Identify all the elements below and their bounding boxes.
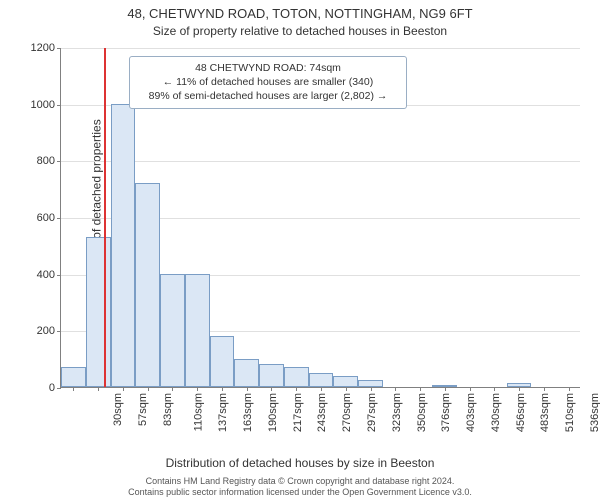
histogram-bar (160, 274, 185, 387)
footer-line-1: Contains HM Land Registry data © Crown c… (0, 476, 600, 487)
x-tick-label: 163sqm (242, 393, 254, 432)
x-tick-mark (519, 387, 520, 391)
gridline (61, 161, 580, 162)
info-box-line: ← 11% of detached houses are smaller (34… (138, 75, 398, 89)
x-tick-mark (271, 387, 272, 391)
histogram-bar (61, 367, 86, 387)
histogram-bar (234, 359, 259, 387)
x-tick-mark (296, 387, 297, 391)
x-tick-mark (321, 387, 322, 391)
x-tick-mark (172, 387, 173, 391)
y-tick-label: 400 (37, 269, 55, 281)
x-tick-mark (371, 387, 372, 391)
x-tick-label: 483sqm (539, 393, 551, 432)
x-tick-mark (247, 387, 248, 391)
info-box-line: 48 CHETWYND ROAD: 74sqm (138, 61, 398, 75)
chart-container: 48, CHETWYND ROAD, TOTON, NOTTINGHAM, NG… (0, 0, 600, 500)
plot-inner: 02004006008001000120048 CHETWYND ROAD: 7… (60, 48, 580, 388)
y-tick-label: 1000 (31, 99, 55, 111)
footer-line-2: Contains public sector information licen… (0, 487, 600, 498)
y-tick-mark (57, 218, 61, 219)
x-tick-label: 430sqm (490, 393, 502, 432)
x-tick-mark (395, 387, 396, 391)
info-box-line: 89% of semi-detached houses are larger (… (138, 89, 398, 103)
x-tick-mark (98, 387, 99, 391)
x-tick-label: 376sqm (440, 393, 452, 432)
x-tick-mark (569, 387, 570, 391)
y-tick-mark (57, 48, 61, 49)
gridline (61, 48, 580, 49)
histogram-bar (259, 364, 284, 387)
x-tick-label: 83sqm (162, 393, 174, 426)
x-tick-label: 510sqm (564, 393, 576, 432)
x-tick-mark (123, 387, 124, 391)
title-line-1: 48, CHETWYND ROAD, TOTON, NOTTINGHAM, NG… (0, 6, 600, 21)
y-tick-label: 1200 (31, 42, 55, 54)
x-tick-mark (197, 387, 198, 391)
histogram-bar (309, 373, 334, 387)
y-tick-mark (57, 161, 61, 162)
histogram-bar (111, 104, 136, 387)
x-tick-mark (346, 387, 347, 391)
x-tick-label: 456sqm (515, 393, 527, 432)
histogram-bar (358, 380, 383, 387)
y-tick-mark (57, 105, 61, 106)
title-line-2: Size of property relative to detached ho… (0, 24, 600, 38)
histogram-bar (333, 376, 358, 387)
x-tick-label: 30sqm (112, 393, 124, 426)
x-tick-label: 270sqm (341, 393, 353, 432)
y-tick-label: 800 (37, 155, 55, 167)
histogram-bar (135, 183, 160, 387)
x-tick-mark (494, 387, 495, 391)
info-box: 48 CHETWYND ROAD: 74sqm← 11% of detached… (129, 56, 407, 109)
plot-area: 02004006008001000120048 CHETWYND ROAD: 7… (60, 48, 580, 388)
y-tick-label: 200 (37, 325, 55, 337)
histogram-bar (284, 367, 309, 387)
y-tick-mark (57, 275, 61, 276)
x-tick-label: 403sqm (465, 393, 477, 432)
y-tick-mark (57, 388, 61, 389)
x-tick-mark (544, 387, 545, 391)
x-tick-label: 243sqm (317, 393, 329, 432)
x-tick-mark (73, 387, 74, 391)
x-tick-label: 110sqm (192, 393, 204, 431)
y-tick-mark (57, 331, 61, 332)
footer: Contains HM Land Registry data © Crown c… (0, 476, 600, 499)
x-tick-label: 297sqm (366, 393, 378, 432)
x-tick-mark (445, 387, 446, 391)
x-axis-label: Distribution of detached houses by size … (0, 456, 600, 470)
y-tick-label: 600 (37, 212, 55, 224)
x-tick-label: 217sqm (292, 393, 304, 432)
x-tick-label: 536sqm (589, 393, 600, 432)
x-tick-mark (222, 387, 223, 391)
x-tick-label: 350sqm (416, 393, 428, 432)
histogram-bar (210, 336, 235, 387)
x-tick-mark (470, 387, 471, 391)
histogram-bar (86, 237, 111, 387)
x-tick-mark (148, 387, 149, 391)
x-tick-label: 137sqm (218, 393, 230, 432)
y-tick-label: 0 (49, 382, 55, 394)
x-tick-label: 190sqm (267, 393, 279, 432)
histogram-bar (185, 274, 210, 387)
property-marker-line (104, 48, 106, 387)
x-tick-label: 323sqm (391, 393, 403, 432)
x-tick-label: 57sqm (137, 393, 149, 426)
x-tick-mark (420, 387, 421, 391)
